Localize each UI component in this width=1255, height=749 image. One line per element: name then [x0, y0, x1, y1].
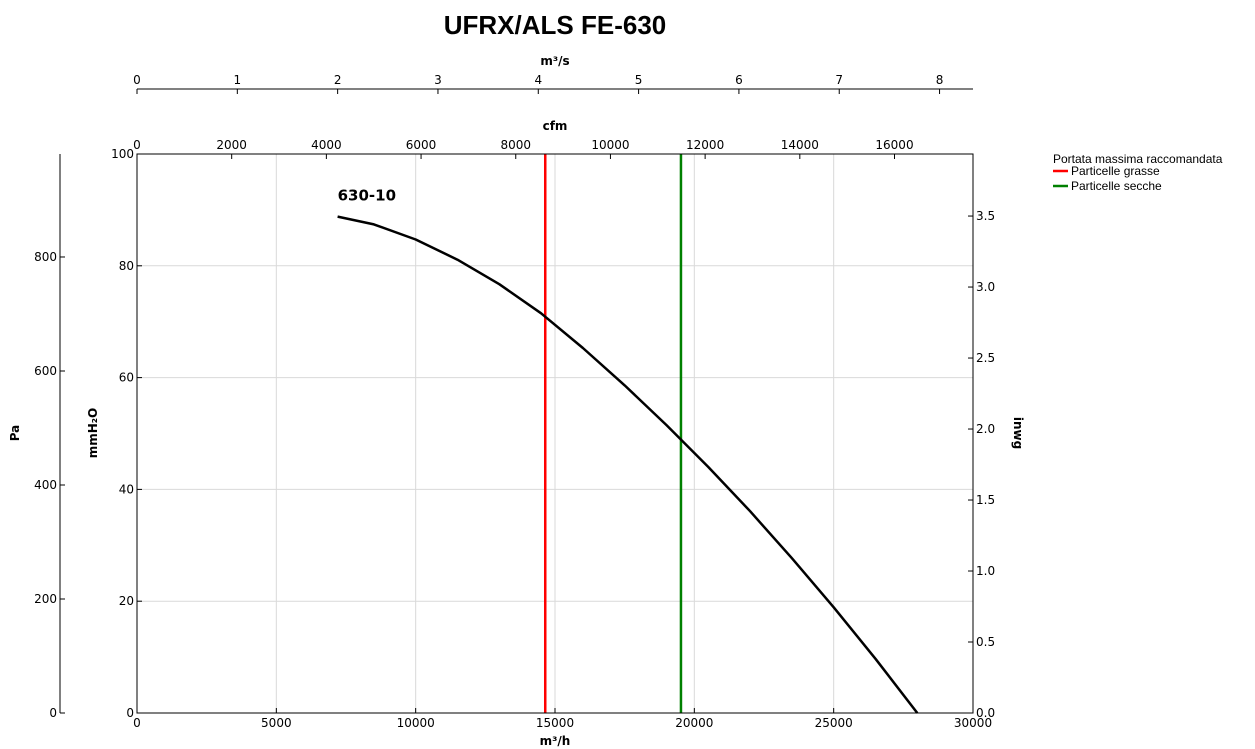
m3s-tick-label: 4: [534, 73, 542, 87]
m3s-tick-label: 1: [233, 73, 241, 87]
legend-label-grasse: Particelle grasse: [1071, 164, 1160, 178]
m3s-tick-label: 8: [936, 73, 944, 87]
performance-curves: 630-10: [337, 187, 919, 714]
x-axis-label: m³/h: [540, 734, 571, 748]
legend: Portata massima raccomandata Particelle …: [1053, 152, 1223, 193]
pa-tick-label: 600: [34, 364, 57, 378]
grid: [137, 154, 973, 713]
m3s-tick-label: 3: [434, 73, 442, 87]
y-tick-label: 40: [119, 482, 134, 496]
x-axis-cfm: 0 2000 4000 6000 8000 10000 12000 14000 16000: [133, 138, 914, 159]
y-axis-inwg: 0.0 0.5 1.0 1.5 2.0 2.5 3.0 3.5: [968, 209, 995, 720]
inwg-tick-label: 2.5: [976, 351, 995, 365]
m3s-tick-label: 0: [133, 73, 141, 87]
cfm-tick-label: 14000: [781, 138, 819, 152]
legend-label-secche: Particelle secche: [1071, 179, 1162, 193]
cfm-tick-label: 2000: [216, 138, 247, 152]
y-tick-label: 100: [111, 147, 134, 161]
m3s-tick-label: 2: [334, 73, 342, 87]
pa-tick-label: 200: [34, 592, 57, 606]
cfm-tick-label: 10000: [591, 138, 629, 152]
y-tick-label: 0: [126, 706, 134, 720]
curve-label-630-10: 630-10: [338, 187, 396, 205]
inwg-tick-label: 0.5: [976, 635, 995, 649]
inwg-tick-label: 1.0: [976, 564, 995, 578]
inwg-tick-label: 3.0: [976, 280, 995, 294]
y-tick-label: 60: [119, 371, 134, 385]
x-tick-label: 10000: [397, 716, 435, 730]
cfm-tick-label: 12000: [686, 138, 724, 152]
y-tick-label: 80: [119, 259, 134, 273]
y-tick-label: 20: [119, 594, 134, 608]
x-tick-label: 20000: [675, 716, 713, 730]
x-axis-m3h: 0 5000 10000 15000 20000 25000 30000: [133, 708, 992, 730]
recommended-flow-lines: [543, 154, 683, 713]
x-tick-label: 30000: [954, 716, 992, 730]
x-tick-label: 25000: [815, 716, 853, 730]
pa-tick-label: 400: [34, 478, 57, 492]
y-axis-label: mmH₂O: [86, 408, 100, 459]
y-axis-pa: 0 200 400 600 800: [34, 154, 65, 720]
cfm-tick-label: 16000: [875, 138, 913, 152]
y-axis-mmh2o: 0 20 40 60 80 100: [111, 147, 142, 720]
cfm-tick-label: 0: [133, 138, 141, 152]
x-axis-m3s: 0 1 2 3 4 5 6 7 8: [133, 73, 973, 94]
curve-630-10: [337, 215, 919, 714]
x-tick-label: 0: [133, 716, 141, 730]
inwg-tick-label: 1.5: [976, 493, 995, 507]
legend-title: Portata massima raccomandata: [1053, 152, 1223, 166]
cfm-tick-label: 8000: [500, 138, 531, 152]
pa-tick-label: 0: [49, 706, 57, 720]
cfm-tick-label: 4000: [311, 138, 342, 152]
pa-axis-label: Pa: [8, 425, 22, 442]
m3s-tick-label: 7: [835, 73, 843, 87]
inwg-tick-label: 2.0: [976, 422, 995, 436]
inwg-tick-label: 0.0: [976, 706, 995, 720]
inwg-tick-label: 3.5: [976, 209, 995, 223]
m3s-axis-label: m³/s: [540, 54, 569, 68]
x-tick-label: 5000: [261, 716, 292, 730]
cfm-tick-label: 6000: [406, 138, 437, 152]
inwg-axis-label: inwg: [1011, 417, 1025, 449]
chart-title: UFRX/ALS FE-630: [444, 10, 667, 40]
x-tick-label: 15000: [536, 716, 574, 730]
m3s-tick-label: 6: [735, 73, 743, 87]
cfm-axis-label: cfm: [543, 119, 568, 133]
m3s-tick-label: 5: [635, 73, 643, 87]
pa-tick-label: 800: [34, 250, 57, 264]
